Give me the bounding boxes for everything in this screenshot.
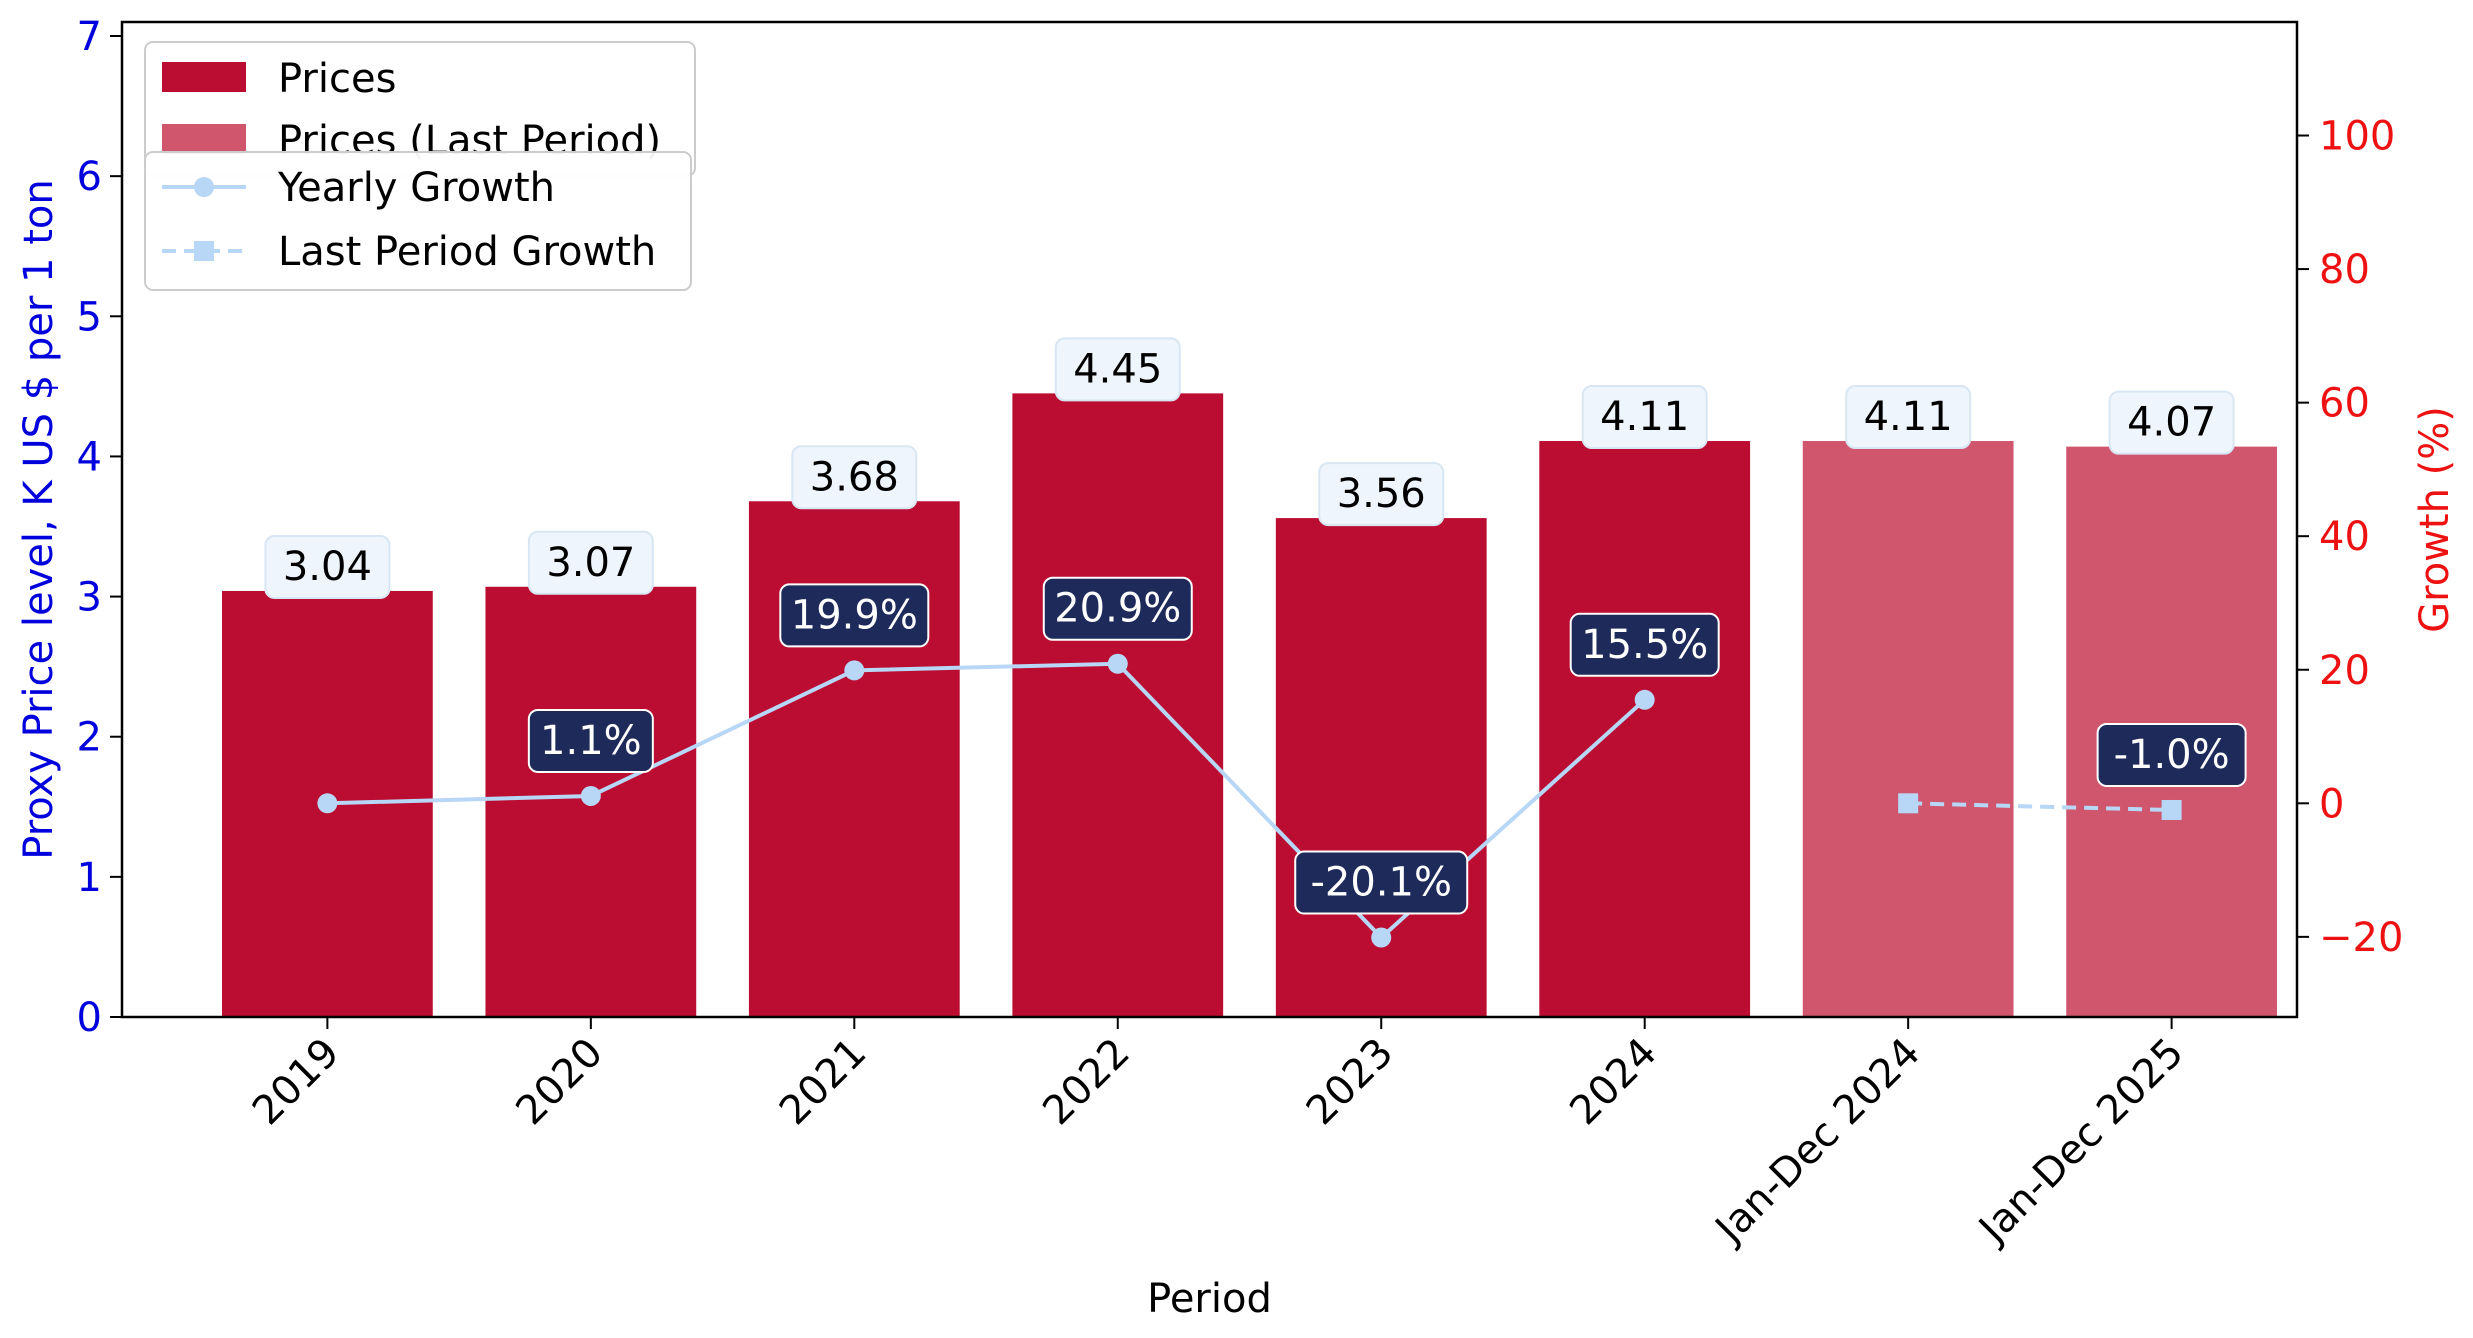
growth-point [1107, 653, 1128, 674]
growth-value-label-box [527, 708, 654, 773]
x-tick-label: 2023 [1298, 1030, 1403, 1135]
growth-point [317, 793, 338, 814]
growth-value-label-group: -1.0% [2096, 722, 2247, 787]
growth-point [1634, 689, 1655, 710]
bar-value-label-box [264, 534, 391, 599]
legend-lines-box [144, 151, 692, 291]
growth-value-label-group: 15.5% [1569, 612, 1720, 677]
x-tick-label: Jan-Dec 2024 [1705, 1030, 1929, 1254]
bar-value-label: 3.07 [546, 540, 635, 586]
bar-value-label-box [1318, 462, 1445, 527]
x-tick-label: 2024 [1561, 1030, 1666, 1135]
y2-tick-label: −20 [2319, 915, 2403, 961]
y-tick-label: 7 [77, 14, 102, 60]
growth-value-label-group: 20.9% [1042, 576, 1193, 641]
y2-tick-label: 20 [2319, 648, 2370, 694]
growth-value-label-box [1569, 612, 1720, 677]
y-tick-label: 1 [77, 855, 102, 901]
legend-label: Last Period Growth [278, 229, 656, 275]
x-tick-label: Jan-Dec 2025 [1969, 1030, 2193, 1254]
legend-swatch [162, 124, 246, 154]
growth-value-label: -1.0% [2114, 732, 2230, 778]
bar-value-label: 3.04 [283, 544, 372, 590]
legend-marker [194, 177, 214, 197]
bar-value-label-box [1054, 337, 1181, 402]
growth-value-label: 20.9% [1054, 586, 1181, 632]
growth-value-label-group: -20.1% [1294, 850, 1469, 915]
bar-value-label: 4.45 [1073, 346, 1162, 392]
growth-point [844, 660, 865, 681]
bar-value-label: 3.68 [810, 454, 899, 500]
bar-value-label: 4.07 [2127, 400, 2216, 446]
y2-tick-label: 80 [2319, 247, 2370, 293]
bar-value-label-group: 4.45 [1054, 337, 1181, 402]
growth-value-label-box [1294, 850, 1469, 915]
growth-value-label-box [1042, 576, 1193, 641]
growth-point-square [2161, 799, 2182, 820]
growth-point [1371, 927, 1392, 948]
y2-tick-label: 60 [2319, 381, 2370, 427]
growth-point [580, 785, 601, 806]
legend-swatch [162, 62, 246, 92]
y-tick-label: 6 [77, 154, 102, 200]
y-tick-label: 0 [77, 995, 102, 1041]
bar [1539, 441, 1751, 1017]
bars-layer [222, 393, 2277, 1017]
y-tick-label: 5 [77, 294, 102, 340]
growth-value-label-box [779, 583, 930, 648]
bar-value-label-group: 4.11 [1845, 385, 1972, 450]
y2-axis-title: Growth (%) [2412, 406, 2458, 633]
bar-value-label: 4.11 [1864, 394, 1953, 440]
bar [1012, 393, 1224, 1017]
bar-value-label-group: 4.07 [2108, 390, 2235, 455]
bar-value-label-group: 4.11 [1581, 385, 1708, 450]
growth-value-label: 1.1% [540, 718, 642, 764]
bar-value-label: 3.56 [1337, 471, 1426, 517]
y2-tick-label: 40 [2319, 514, 2370, 560]
bar [1802, 441, 2014, 1017]
y-tick-label: 3 [77, 575, 102, 621]
growth-value-label-group: 1.1% [527, 708, 654, 773]
plot-frame [120, 20, 2299, 1019]
growth-value-label: 19.9% [791, 592, 918, 638]
bar-value-label-box [1845, 385, 1972, 450]
growth-value-label: 15.5% [1581, 622, 1708, 668]
growth-value-label-box [2096, 722, 2247, 787]
bar-value-label-group: 3.07 [527, 530, 654, 595]
bar-value-label-group: 3.56 [1318, 462, 1445, 527]
labels-layer: 3.04 3.07 3.68 4.45 3.56 4.11 4.11 4.07 1.1% 19.9… [264, 337, 2247, 915]
y-tick-label: 4 [77, 434, 102, 480]
growth-value-label-group: 19.9% [779, 583, 930, 648]
bar [748, 501, 960, 1017]
y-tick-label: 2 [77, 715, 102, 761]
y2-tick-label: 100 [2319, 114, 2395, 160]
x-axis-title: Period [1147, 1276, 1272, 1322]
y2-tick-label: 0 [2319, 781, 2344, 827]
bar-value-label-group: 3.04 [264, 534, 391, 599]
x-tick-label: 2020 [507, 1030, 612, 1135]
bar-value-label: 4.11 [1600, 394, 1689, 440]
growth-value-label: -20.1% [1310, 860, 1452, 906]
legend-label: Prices [278, 56, 396, 102]
legend-lines: Yearly Growth Last Period Growth [144, 151, 692, 291]
bar-value-label-box [791, 445, 918, 510]
bar-value-label-box [527, 530, 654, 595]
bar-value-label-group: 3.68 [791, 445, 918, 510]
bar-value-label-box [1581, 385, 1708, 450]
x-tick-label: 2022 [1034, 1030, 1139, 1135]
growth-point-square [1898, 793, 1919, 814]
x-tick-label: 2021 [771, 1030, 876, 1135]
legend-label: Yearly Growth [277, 165, 555, 211]
x-tick-label: 2019 [244, 1030, 349, 1135]
bar-value-label-box [2108, 390, 2235, 455]
legend-marker [194, 241, 214, 261]
y-axis-title: Proxy Price level, K US $ per 1 ton [16, 179, 62, 859]
